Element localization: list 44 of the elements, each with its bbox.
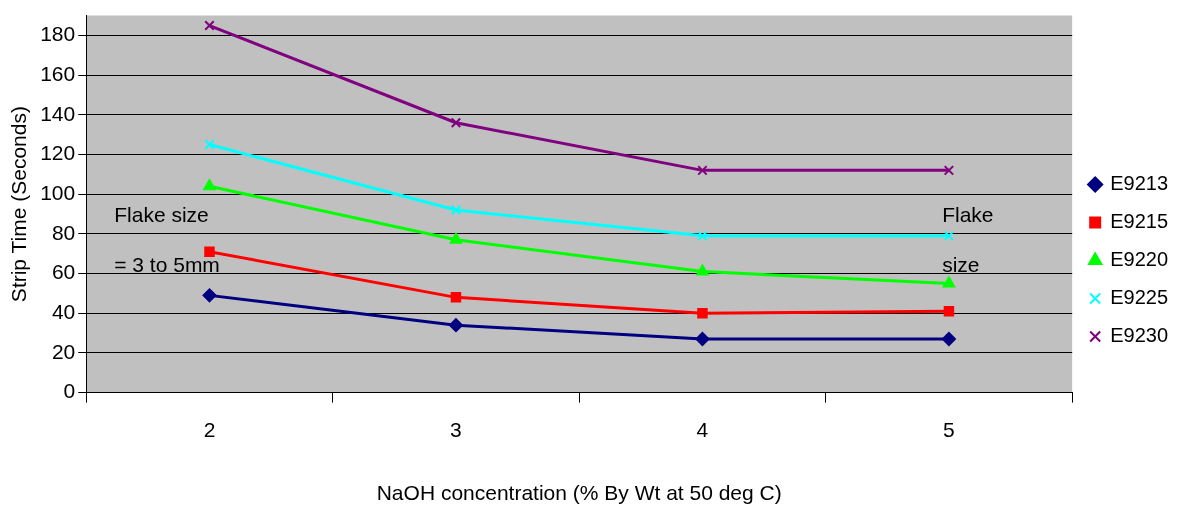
y-tick-label: 180 xyxy=(40,22,76,46)
point xyxy=(697,230,708,242)
point xyxy=(450,292,462,303)
point xyxy=(941,332,956,347)
legend-label: E9220 xyxy=(1110,248,1169,271)
point xyxy=(943,165,955,176)
point xyxy=(449,232,463,244)
x-tick-label: 4 xyxy=(696,418,709,441)
annotation: Flake size xyxy=(114,202,209,226)
point xyxy=(450,204,462,216)
y-tick-label: 100 xyxy=(40,180,76,204)
point xyxy=(943,306,955,317)
x-axis-title: NaOH concentration (% By Wt at 50 deg C) xyxy=(376,481,782,505)
legend-label: E9225 xyxy=(1110,286,1169,309)
point xyxy=(697,165,708,176)
point xyxy=(204,20,215,31)
point xyxy=(696,264,709,276)
legend-label: E9213 xyxy=(1110,172,1169,195)
point xyxy=(697,307,708,319)
y-tick-label: 140 xyxy=(40,101,76,125)
point xyxy=(203,179,216,191)
y-tick-label: 20 xyxy=(51,339,76,363)
x-tick-label: 5 xyxy=(943,418,955,441)
text: = 3 to 5mm xyxy=(114,252,220,276)
text: Flake size xyxy=(942,202,994,276)
point xyxy=(204,139,215,150)
legend-label: E9230 xyxy=(1110,324,1169,347)
y-tick-label: 80 xyxy=(51,220,76,244)
y-tick-label: 0 xyxy=(63,379,76,403)
x-tick-label: 3 xyxy=(450,418,462,441)
point xyxy=(202,288,217,303)
y-tick-label: 40 xyxy=(51,300,76,324)
y-tick-label: 160 xyxy=(40,61,76,85)
point xyxy=(448,318,463,333)
y-tick-label: 60 xyxy=(51,260,76,284)
point xyxy=(943,230,955,242)
point xyxy=(942,276,956,288)
legend-label: E9215 xyxy=(1110,210,1169,233)
y-axis-title: Strip Time (Seconds) xyxy=(7,106,31,303)
x-tick-label: 2 xyxy=(203,418,216,441)
point xyxy=(695,332,710,347)
point xyxy=(204,246,215,257)
y-tick-label: 120 xyxy=(40,141,76,165)
point xyxy=(450,117,462,128)
